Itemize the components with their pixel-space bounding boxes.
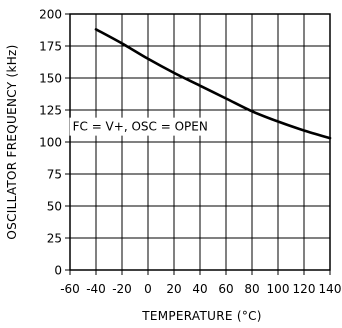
x-tick-label: 140 (319, 282, 342, 296)
x-tick-label: 60 (218, 282, 233, 296)
grid-lines (69, 13, 331, 271)
annotation-background (69, 117, 211, 136)
x-tick-label: 0 (144, 282, 152, 296)
y-tick-label: 50 (47, 200, 62, 214)
y-tick-labels: 0 25 50 75 100 125 150 175 200 (39, 8, 62, 278)
frequency-curve (94, 28, 332, 140)
x-tick-label: 20 (166, 282, 181, 296)
y-tick-label: 0 (54, 264, 62, 278)
y-axis-label: OSCILLATOR FREQUENCY (kHz) (5, 44, 19, 239)
x-tick-label: 40 (192, 282, 207, 296)
y-tick-label: 175 (39, 40, 62, 54)
x-axis-label: TEMPERATURE (°C) (141, 309, 262, 323)
y-tick-label: 75 (47, 168, 62, 182)
y-tick-label: 150 (39, 72, 62, 86)
x-tick-label: 120 (293, 282, 316, 296)
axis-ticks (65, 13, 331, 275)
x-tick-labels: -60 -40 -20 0 20 40 60 80 100 120 140 (60, 282, 341, 296)
y-tick-label: 25 (47, 232, 62, 246)
x-tick-label: -40 (86, 282, 106, 296)
x-tick-label: 80 (244, 282, 259, 296)
y-tick-label: 100 (39, 136, 62, 150)
annotation-text: FC = V+, OSC = OPEN (73, 120, 208, 134)
y-tick-label: 125 (39, 104, 62, 118)
x-tick-label: -20 (112, 282, 132, 296)
y-tick-label: 200 (39, 8, 62, 22)
x-tick-label: 100 (267, 282, 290, 296)
series-group (94, 28, 332, 140)
x-tick-label: -60 (60, 282, 80, 296)
